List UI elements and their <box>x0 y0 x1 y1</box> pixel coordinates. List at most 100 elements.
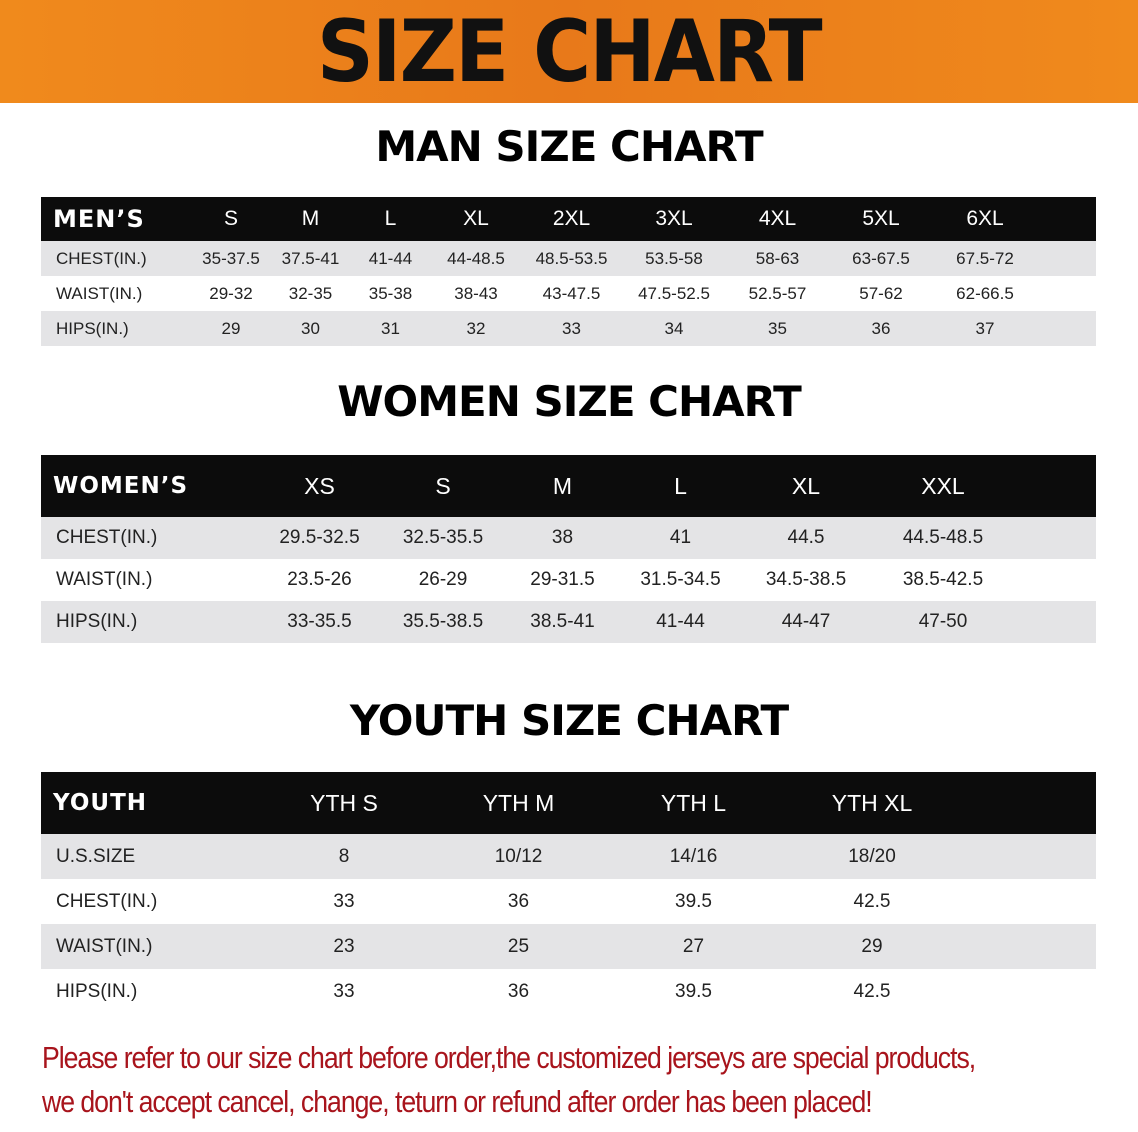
measurement-value <box>1014 601 1096 643</box>
measurement-value: 29-31.5 <box>530 569 595 590</box>
size-column-header: XXL <box>872 455 1014 517</box>
banner: SIZE CHART <box>0 0 1138 103</box>
measurement-value: 44-48.5 <box>431 241 521 276</box>
measurement-value: 35-38 <box>368 283 413 303</box>
youth-header-row: YOUTH YTH S YTH M YTH L YTH XL <box>41 772 1096 834</box>
measurement-value: 33 <box>521 311 622 346</box>
measurement-value: 48.5-53.5 <box>521 241 622 276</box>
measurement-value: 36 <box>507 980 530 1002</box>
measurement-value <box>1014 559 1096 601</box>
order-notice: Please refer to our size chart before or… <box>42 1036 988 1124</box>
measurement-value: 36 <box>829 311 933 346</box>
measurement-value: 32.5-35.5 <box>382 517 504 559</box>
measurement-value: 63-67.5 <box>829 241 933 276</box>
size-column-header: XL <box>740 455 872 517</box>
measurement-value: 27 <box>605 924 782 969</box>
measurement-label: WAIST(IN.) <box>56 283 143 303</box>
measurement-value <box>962 969 1096 1014</box>
size-column-header: S <box>382 455 504 517</box>
size-column-header: 5XL <box>829 197 933 241</box>
measurement-value: 31.5-34.5 <box>640 569 721 590</box>
size-column-header: 3XL <box>622 197 726 241</box>
measurement-value: 26-29 <box>418 569 468 590</box>
measurement-value: 29 <box>782 924 962 969</box>
measurement-label: HIPS(IN.) <box>56 980 138 1002</box>
measurement-label: WAIST(IN.) <box>56 569 153 590</box>
measurement-value: 57-62 <box>859 283 903 303</box>
size-column-header: XS <box>257 455 382 517</box>
women-table-label: WOMEN’S <box>41 455 257 517</box>
size-column-header <box>1037 197 1096 241</box>
measurement-value: 31 <box>350 311 431 346</box>
table-row: WAIST(IN.) 23 25 27 29 <box>41 924 1096 969</box>
measurement-value: 38-43 <box>454 283 498 303</box>
size-column-header: XL <box>431 197 521 241</box>
measurement-value <box>1037 241 1096 276</box>
measurement-value <box>962 924 1096 969</box>
measurement-value: 44.5 <box>740 517 872 559</box>
youth-section-title: YOUTH SIZE CHART <box>349 696 789 745</box>
measurement-value: 62-66.5 <box>956 283 1014 303</box>
measurement-value: 53.5-58 <box>622 241 726 276</box>
measurement-value: 32 <box>431 311 521 346</box>
measurement-value: 38.5-41 <box>504 601 621 643</box>
table-row: CHEST(IN.) 35-37.5 37.5-41 41-44 44-48.5 48.5… <box>41 241 1096 276</box>
size-column-header: M <box>271 197 350 241</box>
measurement-value: 67.5-72 <box>933 241 1037 276</box>
measurement-value: 58-63 <box>726 241 829 276</box>
size-column-header: L <box>350 197 431 241</box>
measurement-value: 25 <box>432 924 605 969</box>
measurement-value: 41 <box>621 517 740 559</box>
size-column-header: YTH XL <box>782 772 962 834</box>
size-column-header: S <box>191 197 271 241</box>
measurement-value: 10/12 <box>432 834 605 879</box>
measurement-value: 41-44 <box>350 241 431 276</box>
table-row: HIPS(IN.) 33 36 39.5 42.5 <box>41 969 1096 1014</box>
measurement-value: 23.5-26 <box>287 569 352 590</box>
youth-size-table: YOUTH YTH S YTH M YTH L YTH XL U.S.SIZE 8 10/12… <box>41 772 1096 1014</box>
measurement-value: 36 <box>507 890 530 912</box>
measurement-value: 32-35 <box>288 283 333 303</box>
youth-table-label: YOUTH <box>41 772 256 834</box>
measurement-label: CHEST(IN.) <box>41 517 257 559</box>
table-row: HIPS(IN.) 33-35.5 35.5-38.5 38.5-41 41-44 44-… <box>41 601 1096 643</box>
order-notice-line-1: Please refer to our size chart before or… <box>42 1040 976 1075</box>
measurement-value: 33 <box>333 890 355 912</box>
measurement-value: 42.5 <box>853 890 891 912</box>
measurement-value: 8 <box>256 834 432 879</box>
men-table-label: MEN’S <box>41 197 191 241</box>
measurement-value: 52.5-57 <box>748 283 807 303</box>
measurement-value <box>962 879 1096 924</box>
measurement-value: 33-35.5 <box>257 601 382 643</box>
size-column-header <box>962 772 1096 834</box>
table-row: WAIST(IN.) 23.5-26 26-29 29-31.5 31.5-34.5 34… <box>41 559 1096 601</box>
measurement-value: 14/16 <box>605 834 782 879</box>
measurement-value: 37.5-41 <box>271 241 350 276</box>
measurement-value: 18/20 <box>782 834 962 879</box>
measurement-value: 38 <box>504 517 621 559</box>
size-column-header: 6XL <box>933 197 1037 241</box>
table-row: CHEST(IN.) 29.5-32.5 32.5-35.5 38 41 44.5 44.5… <box>41 517 1096 559</box>
measurement-value: 34 <box>622 311 726 346</box>
men-size-table: MEN’S S M L XL 2XL 3XL 4XL 5XL 6XL CHEST(IN.) 35-37… <box>41 197 1096 346</box>
table-row: CHEST(IN.) 33 36 39.5 42.5 <box>41 879 1096 924</box>
measurement-value: 41-44 <box>621 601 740 643</box>
measurement-value: 38.5-42.5 <box>902 569 984 590</box>
size-column-header: 2XL <box>521 197 622 241</box>
measurement-label: HIPS(IN.) <box>41 601 257 643</box>
men-section-title: MAN SIZE CHART <box>375 122 763 171</box>
size-column-header: YTH M <box>432 772 605 834</box>
size-column-header: L <box>621 455 740 517</box>
measurement-label: U.S.SIZE <box>41 834 256 879</box>
measurement-value: 37 <box>933 311 1037 346</box>
table-row: WAIST(IN.) 29-32 32-35 35-38 38-43 43-47.5 47.… <box>41 276 1096 311</box>
measurement-value: 47-50 <box>872 601 1014 643</box>
size-column-header: M <box>504 455 621 517</box>
measurement-label: WAIST(IN.) <box>41 924 256 969</box>
men-header-row: MEN’S S M L XL 2XL 3XL 4XL 5XL 6XL <box>41 197 1096 241</box>
measurement-value: 35 <box>726 311 829 346</box>
measurement-value <box>962 834 1096 879</box>
table-row: HIPS(IN.) 29 30 31 32 33 34 35 36 37 <box>41 311 1096 346</box>
measurement-value <box>1037 276 1096 311</box>
measurement-label: CHEST(IN.) <box>41 241 191 276</box>
